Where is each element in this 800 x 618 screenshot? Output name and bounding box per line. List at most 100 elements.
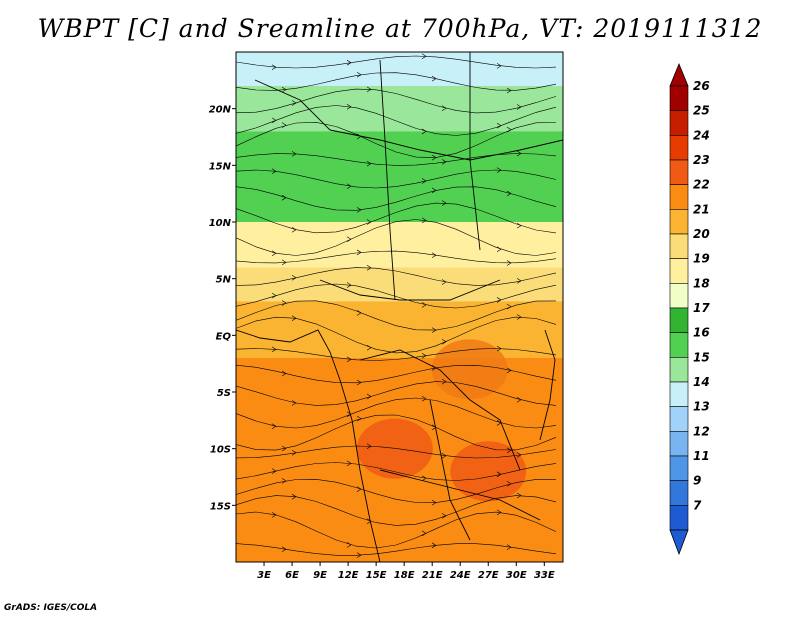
stream-arrow: [506, 126, 512, 133]
stream-arrow: [496, 122, 502, 129]
colorbar-box: [669, 209, 689, 235]
colorbar-box: [669, 307, 689, 333]
colorbar-bottom-arrow: [669, 529, 689, 556]
stream-arrow: [346, 460, 352, 467]
streamline: [236, 381, 557, 406]
stream-arrow: [496, 420, 502, 426]
stream-arrow: [291, 315, 297, 322]
streamline: [236, 414, 557, 451]
map-axes: 20N 15N 10N 5N EQ 5S 10S 15S 3E 6E 9E 12E 15E 18E 21E 2…: [209, 105, 555, 581]
stream-arrow: [346, 236, 352, 243]
lon-tick-label: 6E: [285, 570, 299, 581]
stream-arrow: [421, 302, 427, 308]
field-band: [236, 222, 563, 268]
colorbar-label: 26: [693, 79, 710, 93]
streamline: [236, 445, 557, 459]
field-band: [236, 52, 563, 86]
stream-arrow: [421, 128, 427, 135]
lat-tick-label: 20N: [209, 105, 232, 116]
stream-arrow: [421, 475, 427, 482]
map-frame: [235, 51, 564, 563]
lat-tick-label: 10N: [209, 218, 232, 229]
lon-tick-label: 33E: [534, 570, 555, 581]
colorbar-label: 21: [693, 202, 710, 216]
stream-arrow: [281, 300, 287, 306]
stream-arrow: [356, 552, 362, 558]
colorbar-label: 13: [693, 400, 710, 414]
border-line: [539, 329, 556, 441]
stream-arrow: [431, 187, 437, 194]
stream-arrow: [496, 509, 502, 516]
stream-arrow: [506, 544, 512, 550]
streamline: [236, 121, 557, 158]
colorbar-label: 12: [693, 424, 710, 438]
lon-tick-label: 3E: [257, 570, 271, 581]
stream-arrow: [441, 378, 447, 385]
stream-arrow: [366, 344, 372, 351]
stream-arrow: [431, 154, 437, 161]
colorbar-box: [669, 233, 689, 259]
stream-arrow: [421, 217, 427, 224]
stream-arrow: [291, 450, 297, 456]
colorbar-label: 25: [693, 104, 710, 118]
stream-arrow: [281, 259, 287, 266]
stream-arrow: [366, 219, 372, 225]
colorbar-label: 23: [693, 153, 710, 167]
coastline: [236, 329, 381, 562]
stream-arrow: [271, 168, 277, 175]
streamline: [236, 348, 557, 361]
lon-tick-label: 24E: [450, 570, 471, 581]
streamline: [236, 283, 557, 309]
streamline: [236, 153, 557, 166]
stream-arrow: [346, 356, 352, 363]
stream-arrow: [291, 226, 297, 233]
stream-arrow: [506, 447, 512, 454]
stream-arrow: [431, 365, 437, 371]
streamline: [236, 316, 557, 354]
stream-arrow: [271, 64, 277, 70]
stream-arrow: [441, 279, 447, 285]
lat-tick-label: 15N: [209, 161, 232, 172]
stream-arrow: [346, 282, 352, 288]
stream-arrow: [346, 183, 352, 190]
lat-tick-label: 15S: [210, 501, 231, 512]
stream-arrow: [271, 423, 277, 430]
colorbar-box: [669, 135, 689, 161]
colorbar-label: 16: [693, 326, 710, 340]
border-line: [254, 79, 331, 131]
colorbar-box: [669, 332, 689, 358]
chart-title: WBPT [C] and Sreamline at 700hPa, VT: 20…: [37, 14, 763, 43]
streamline: [236, 300, 557, 331]
colorbar-box: [669, 431, 689, 457]
border-line: [359, 349, 521, 471]
lat-tick-label: 5S: [217, 388, 231, 399]
stream-arrow: [281, 86, 287, 93]
colorbar-box: [669, 85, 689, 111]
stream-arrow: [366, 265, 372, 271]
border-line: [379, 59, 396, 301]
stream-arrow: [356, 133, 362, 140]
colorbar-box: [669, 184, 689, 210]
grads-credit: GrADS: IGES/COLA: [4, 603, 98, 613]
stream-arrow: [516, 222, 522, 229]
lon-tick-label: 12E: [338, 570, 359, 581]
stream-arrow: [356, 249, 362, 256]
stream-arrow: [366, 86, 372, 93]
stream-arrow: [366, 443, 372, 449]
stream-arrow: [271, 346, 277, 353]
stream-arrow: [441, 200, 447, 206]
colorbar-label: 11: [693, 449, 710, 463]
lat-tick-label: EQ: [216, 331, 232, 342]
streamline: [236, 511, 557, 549]
colorbar-label: 7: [693, 498, 702, 512]
stream-arrow: [291, 151, 297, 157]
stream-arrow: [271, 292, 277, 299]
streamline: [236, 202, 557, 234]
stream-arrow: [291, 493, 297, 500]
stream-arrow: [441, 159, 447, 165]
stream-arrow: [506, 260, 512, 266]
stream-arrow: [271, 117, 277, 124]
stream-arrow: [291, 400, 297, 406]
stream-arrow: [516, 314, 522, 320]
streamline: [236, 478, 556, 503]
